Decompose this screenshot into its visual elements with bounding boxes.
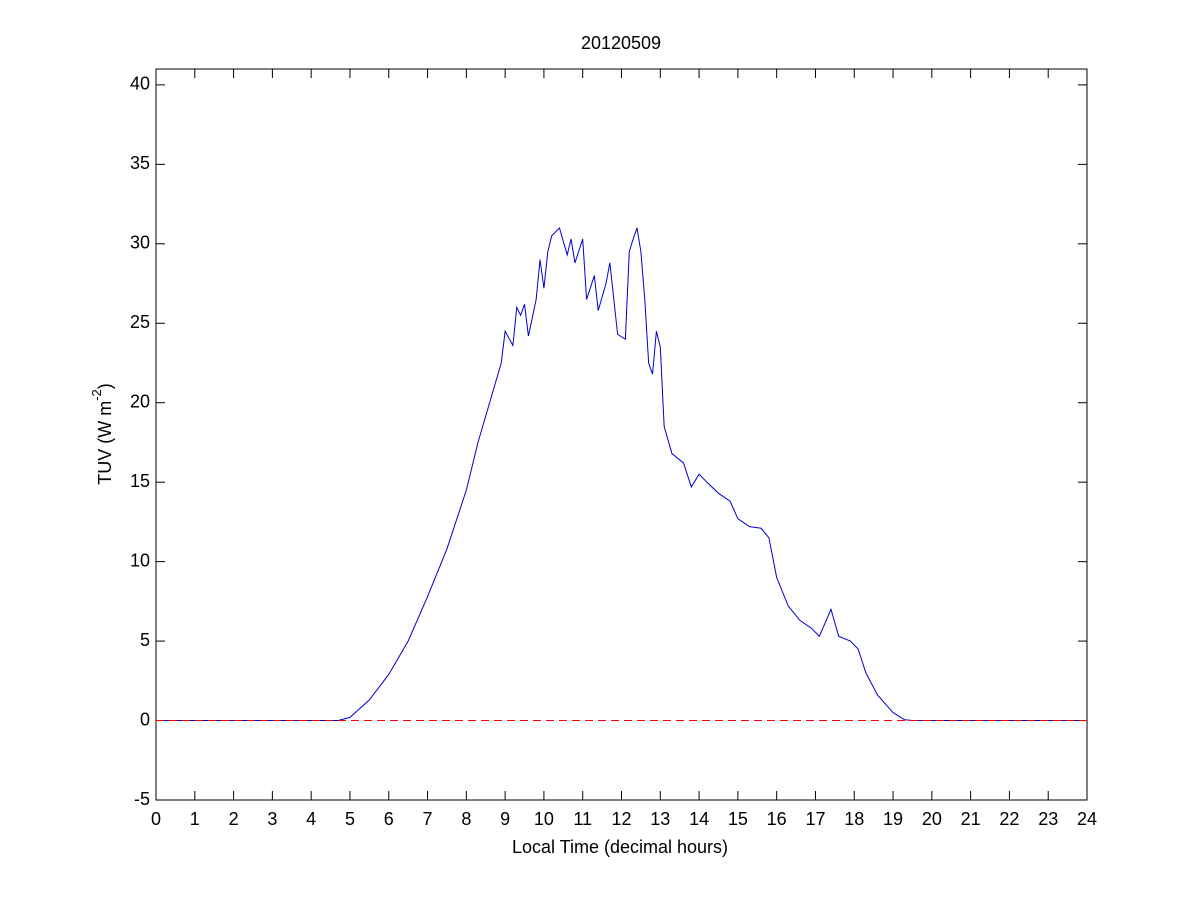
x-tick-label: 12: [611, 809, 631, 829]
y-tick-label: 20: [130, 391, 150, 411]
x-tick-label: 11: [573, 809, 592, 829]
y-tick-label: 5: [140, 630, 150, 650]
y-label-sup: -2: [89, 389, 104, 401]
x-tick-label: 7: [423, 809, 433, 829]
x-tick-label: 15: [728, 809, 748, 829]
y-tick-label: 40: [130, 74, 150, 94]
x-tick-label: 21: [961, 809, 981, 829]
y-tick-label: 35: [130, 153, 150, 173]
x-tick-label: 3: [267, 809, 277, 829]
y-tick-label: 30: [130, 233, 150, 253]
y-axis-label: TUV (W m-2): [89, 383, 114, 485]
x-tick-label: 24: [1077, 809, 1097, 829]
y-tick-label: 10: [130, 550, 150, 570]
y-label-main: TUV (W m: [95, 401, 115, 485]
chart-title: 20120509: [581, 33, 661, 53]
x-tick-label: 17: [805, 809, 825, 829]
x-tick-label: 18: [844, 809, 864, 829]
x-tick-label: 10: [534, 809, 554, 829]
x-tick-label: 23: [1038, 809, 1058, 829]
x-tick-label: 19: [883, 809, 903, 829]
x-tick-label: 2: [229, 809, 239, 829]
x-tick-label: 1: [190, 809, 200, 829]
y-tick-label: -5: [134, 789, 150, 809]
x-tick-label: 16: [767, 809, 787, 829]
x-tick-label: 22: [999, 809, 1019, 829]
x-tick-label: 8: [461, 809, 471, 829]
y-label-tail: ): [95, 383, 115, 389]
x-tick-label: 9: [500, 809, 510, 829]
x-tick-label: 14: [689, 809, 709, 829]
x-tick-label: 0: [151, 809, 161, 829]
x-tick-label: 20: [922, 809, 942, 829]
data-line: [156, 226, 1087, 722]
x-tick-label: 5: [345, 809, 355, 829]
y-tick-label: 15: [130, 471, 150, 491]
x-tick-label: 6: [384, 809, 394, 829]
x-tick-label: 4: [306, 809, 316, 829]
x-tick-label: 13: [650, 809, 670, 829]
x-axis-label: Local Time (decimal hours): [512, 837, 728, 857]
y-tick-label: 0: [140, 709, 150, 729]
y-tick-label: 25: [130, 312, 150, 332]
